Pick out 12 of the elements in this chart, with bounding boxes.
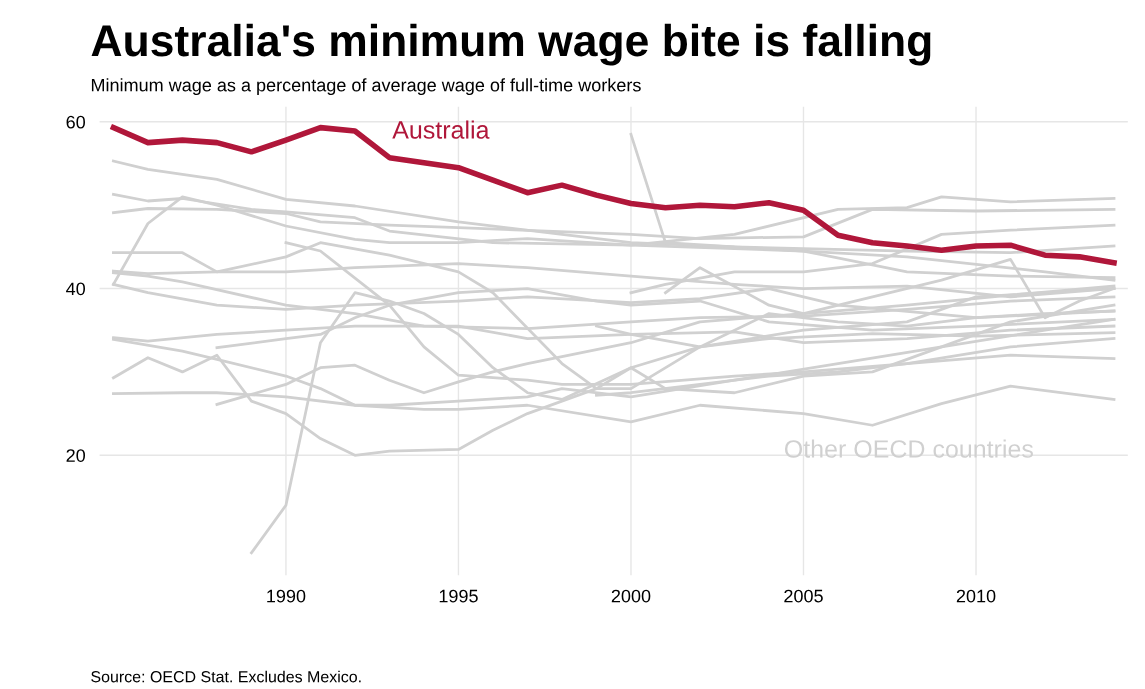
y-tick-label: 60 xyxy=(66,115,86,129)
y-tick-label: 20 xyxy=(66,449,86,462)
chart-subtitle: Minimum wage as a percentage of average wage of full-time workers xyxy=(91,78,641,96)
x-tick-label: 2010 xyxy=(956,589,996,603)
x-tick-label: 2005 xyxy=(784,589,823,603)
source-note: Source: OECD Stat. Excludes Mexico. xyxy=(91,670,361,683)
x-tick-label: 1990 xyxy=(267,589,306,603)
chart-title: Australia's minimum wage bite is falling xyxy=(91,23,931,66)
x-tick-label: 1995 xyxy=(439,589,478,603)
series-label: Australia xyxy=(392,120,490,139)
x-tick-label: 2000 xyxy=(611,589,651,603)
y-tick-label: 40 xyxy=(66,282,86,296)
